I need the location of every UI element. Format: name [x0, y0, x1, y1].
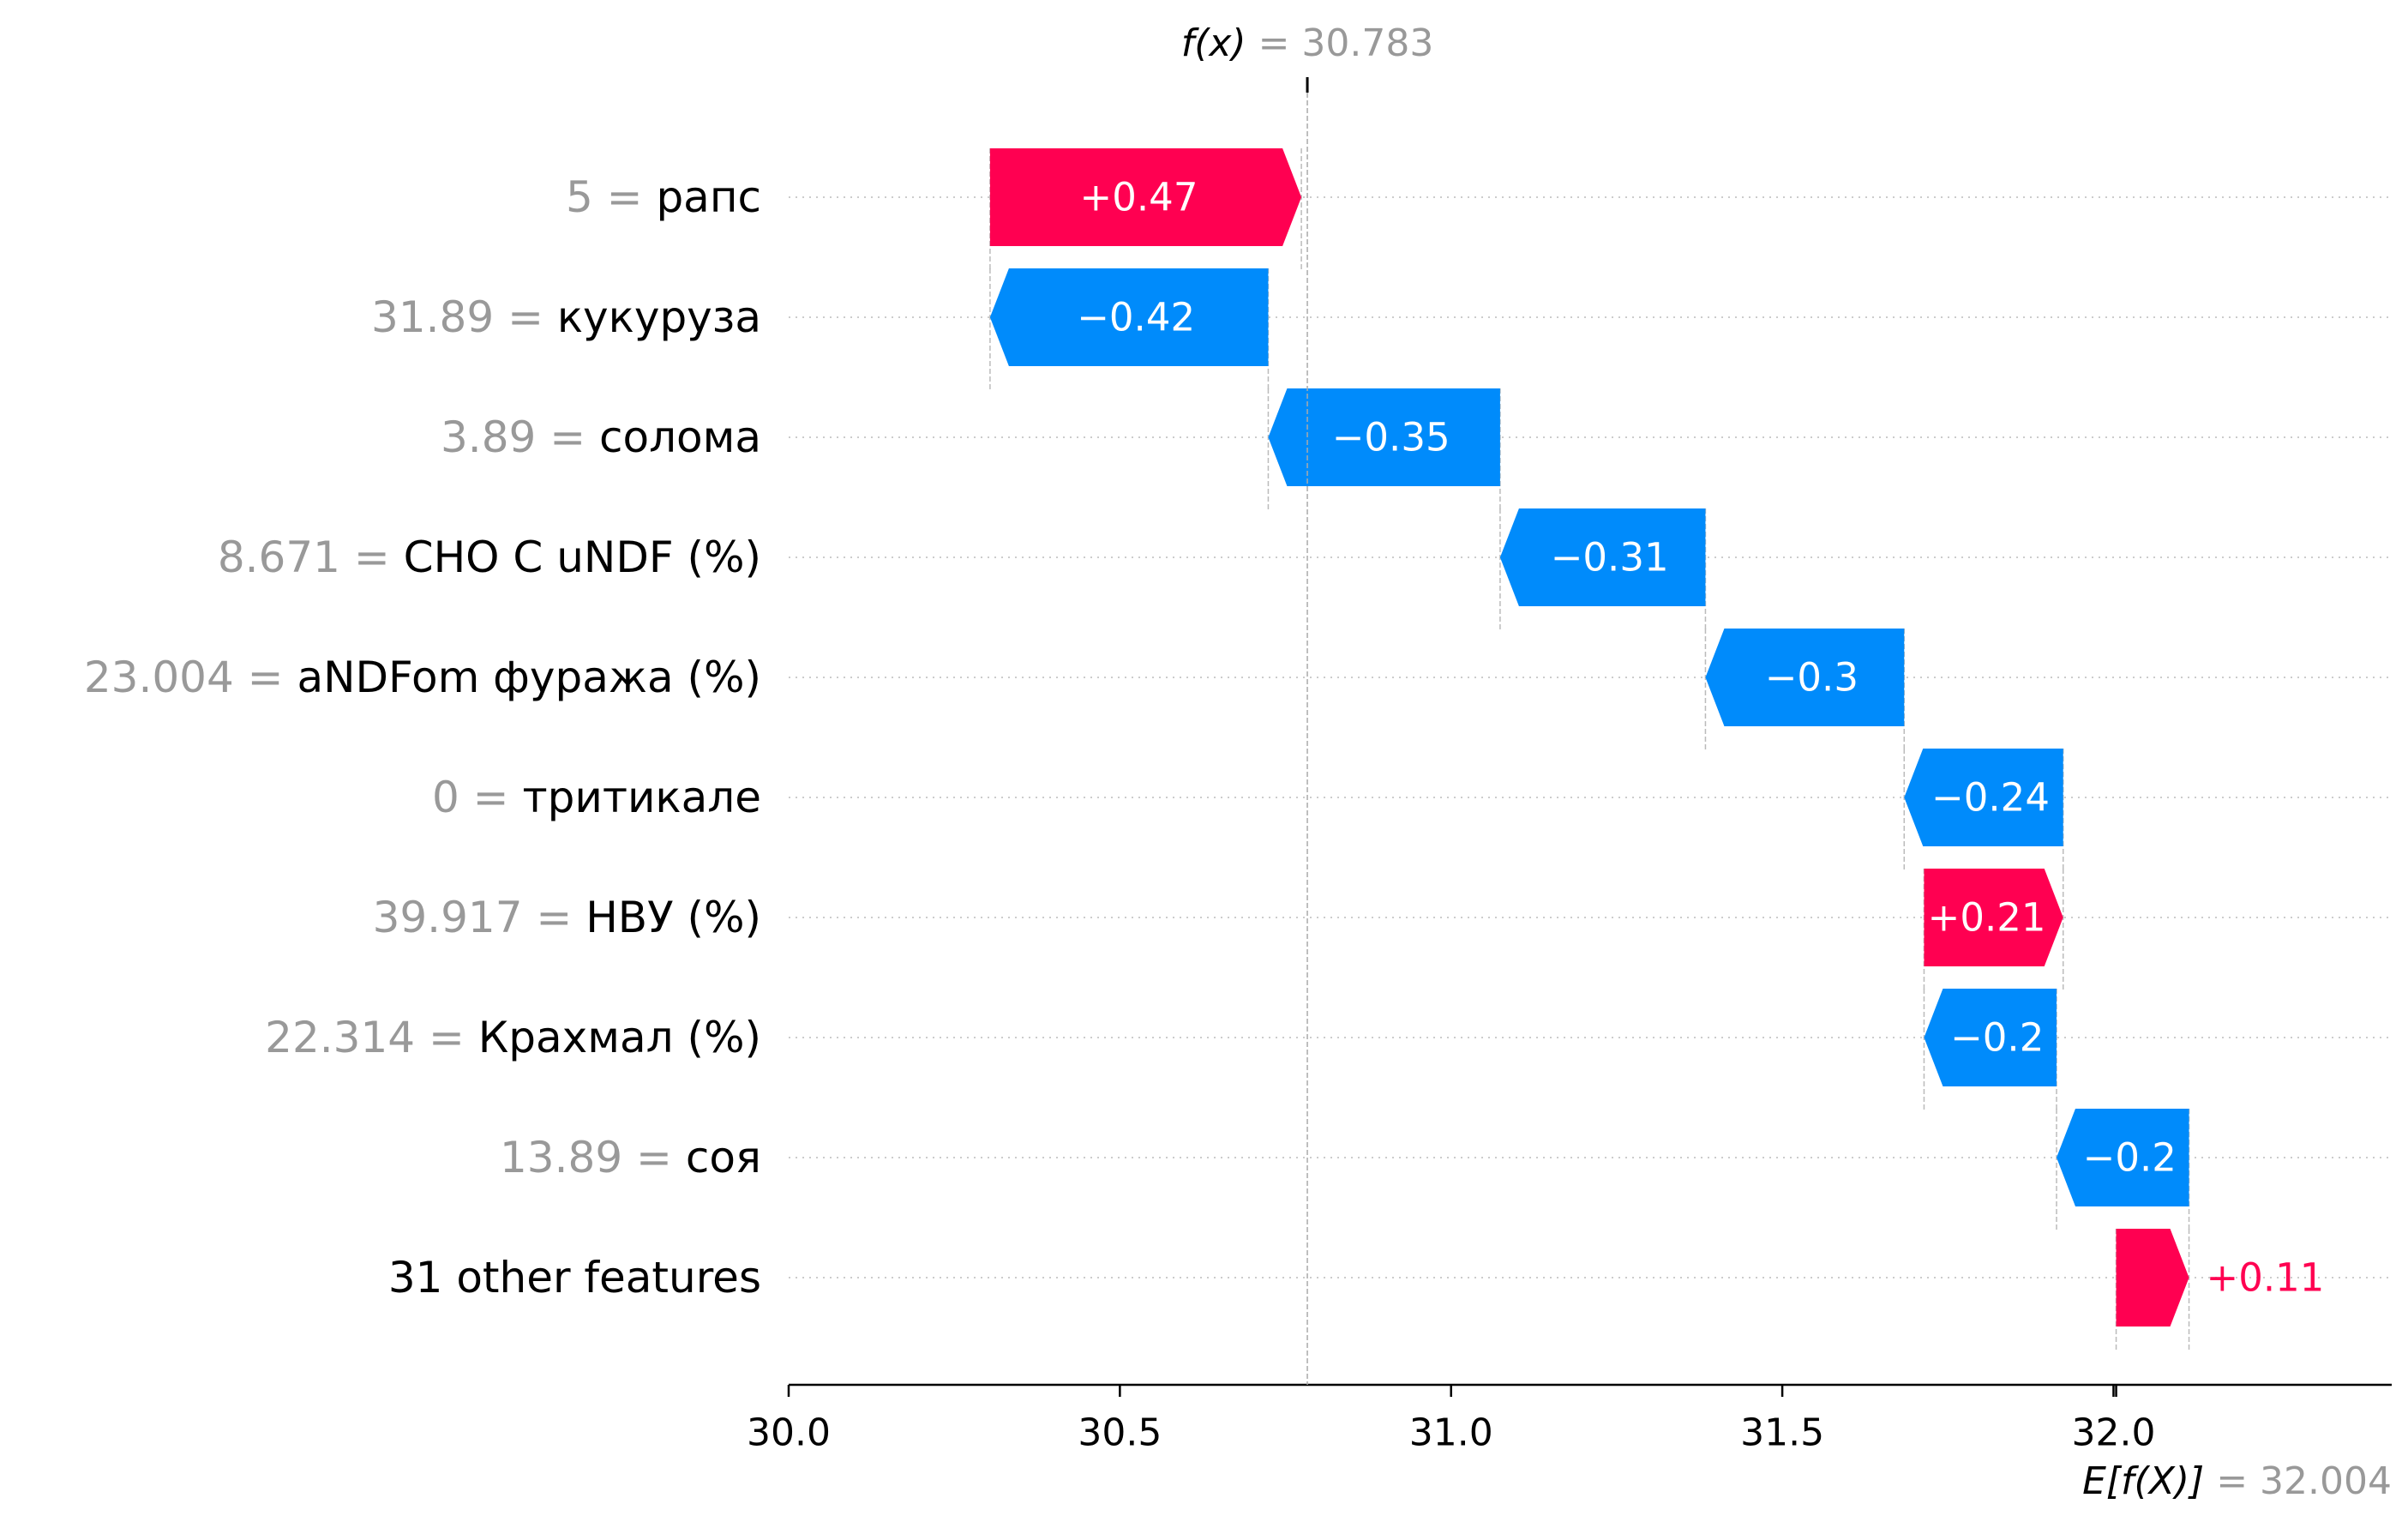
feature-value: 13.89 = — [500, 1133, 686, 1182]
feature-name: НВУ (%) — [585, 893, 761, 942]
negative-contribution-bar — [1499, 508, 1706, 606]
x-tick-label: 31.0 — [1409, 1411, 1493, 1455]
feature-value: 31.89 = — [371, 292, 557, 342]
bar-value-label: +0.21 — [1928, 895, 2046, 941]
feature-label: 8.671 = CHO C uNDF (%) — [218, 532, 761, 582]
bars: +0.47 −0.42 −0.35 −0.31 −0.3 −0.24 +0.21 −0.2 −0… — [989, 148, 2325, 1326]
x-tick-label: 31.5 — [1740, 1411, 1824, 1455]
output-value-number: = 30.783 — [1246, 21, 1434, 65]
negative-contribution-bar — [1705, 629, 1905, 726]
feature-value: 0 = — [432, 773, 523, 822]
feature-label: 0 = тритикале — [432, 773, 761, 822]
feature-value: 8.671 = — [218, 532, 404, 582]
positive-contribution-bar — [989, 148, 1302, 246]
feature-name: CHO C uNDF (%) — [404, 532, 761, 582]
feature-label: 23.004 = aNDFom фуража (%) — [84, 653, 761, 702]
feature-value: 3.89 = — [441, 412, 599, 462]
x-axis: 30.0 30.5 31.0 31.5 32.0E[f(X)] = 32.004 — [747, 1383, 2392, 1503]
bar-value-label: −0.3 — [1765, 655, 1859, 701]
bar-value-label: +0.47 — [1080, 175, 1198, 220]
base-value-label: E[f(X)] = 32.004 — [2082, 1459, 2392, 1503]
negative-contribution-bar — [1904, 749, 2063, 846]
bar-value-label: −0.35 — [1332, 415, 1450, 460]
feature-name: соя — [686, 1133, 761, 1182]
x-tick-label: 32.0 — [2071, 1411, 2155, 1455]
feature-label: 13.89 = соя — [500, 1133, 761, 1182]
feature-name: Крахмал (%) — [478, 1013, 761, 1062]
x-tick-label: 30.5 — [1078, 1411, 1162, 1455]
bar-value-label: −0.2 — [1950, 1015, 2044, 1061]
output-value-symbol: f(x) — [1181, 21, 1246, 65]
negative-contribution-bar — [1268, 388, 1500, 486]
feature-labels: 5 = рапс 31.89 = кукуруза 3.89 = солома 8.6… — [84, 172, 761, 1302]
feature-name: рапс — [656, 172, 761, 222]
feature-name: тритикале — [522, 773, 761, 822]
feature-value: 22.314 = — [265, 1013, 478, 1062]
feature-label: 39.917 = НВУ (%) — [373, 893, 761, 942]
feature-label: 31 other features — [388, 1253, 761, 1302]
bar-value-label: −0.2 — [2083, 1135, 2177, 1181]
output-value-label: f(x) = 30.783 — [1181, 21, 1434, 65]
negative-contribution-bar — [1924, 989, 2057, 1086]
bar-value-label: −0.24 — [1931, 775, 2050, 821]
feature-value: 23.004 = — [84, 653, 297, 702]
feature-value: 5 = — [566, 172, 657, 222]
feature-label: 5 = рапс — [566, 172, 761, 222]
feature-label: 31.89 = кукуруза — [371, 292, 761, 342]
feature-value: 39.917 = — [373, 893, 586, 942]
positive-contribution-bar — [1924, 869, 2063, 966]
negative-contribution-bar — [2057, 1109, 2189, 1206]
x-tick-label: 30.0 — [747, 1411, 831, 1455]
feature-label: 3.89 = солома — [441, 412, 761, 462]
positive-contribution-bar — [2116, 1229, 2189, 1326]
output-value-marker: f(x) = 30.783 — [1181, 21, 1434, 1385]
feature-name: кукуруза — [557, 292, 761, 342]
base-value-symbol: E[f(X)] — [2082, 1459, 2204, 1503]
negative-contribution-bar — [989, 268, 1269, 366]
feature-name: 31 other features — [388, 1253, 761, 1302]
bar-value-label: −0.31 — [1551, 535, 1669, 581]
feature-name: aNDFom фуража (%) — [297, 653, 761, 702]
bar-value-label: −0.42 — [1077, 295, 1195, 340]
feature-name: солома — [599, 412, 761, 462]
base-value-number: = 32.004 — [2204, 1459, 2392, 1503]
feature-label: 22.314 = Крахмал (%) — [265, 1013, 761, 1062]
bar-value-label: +0.11 — [2207, 1255, 2325, 1301]
